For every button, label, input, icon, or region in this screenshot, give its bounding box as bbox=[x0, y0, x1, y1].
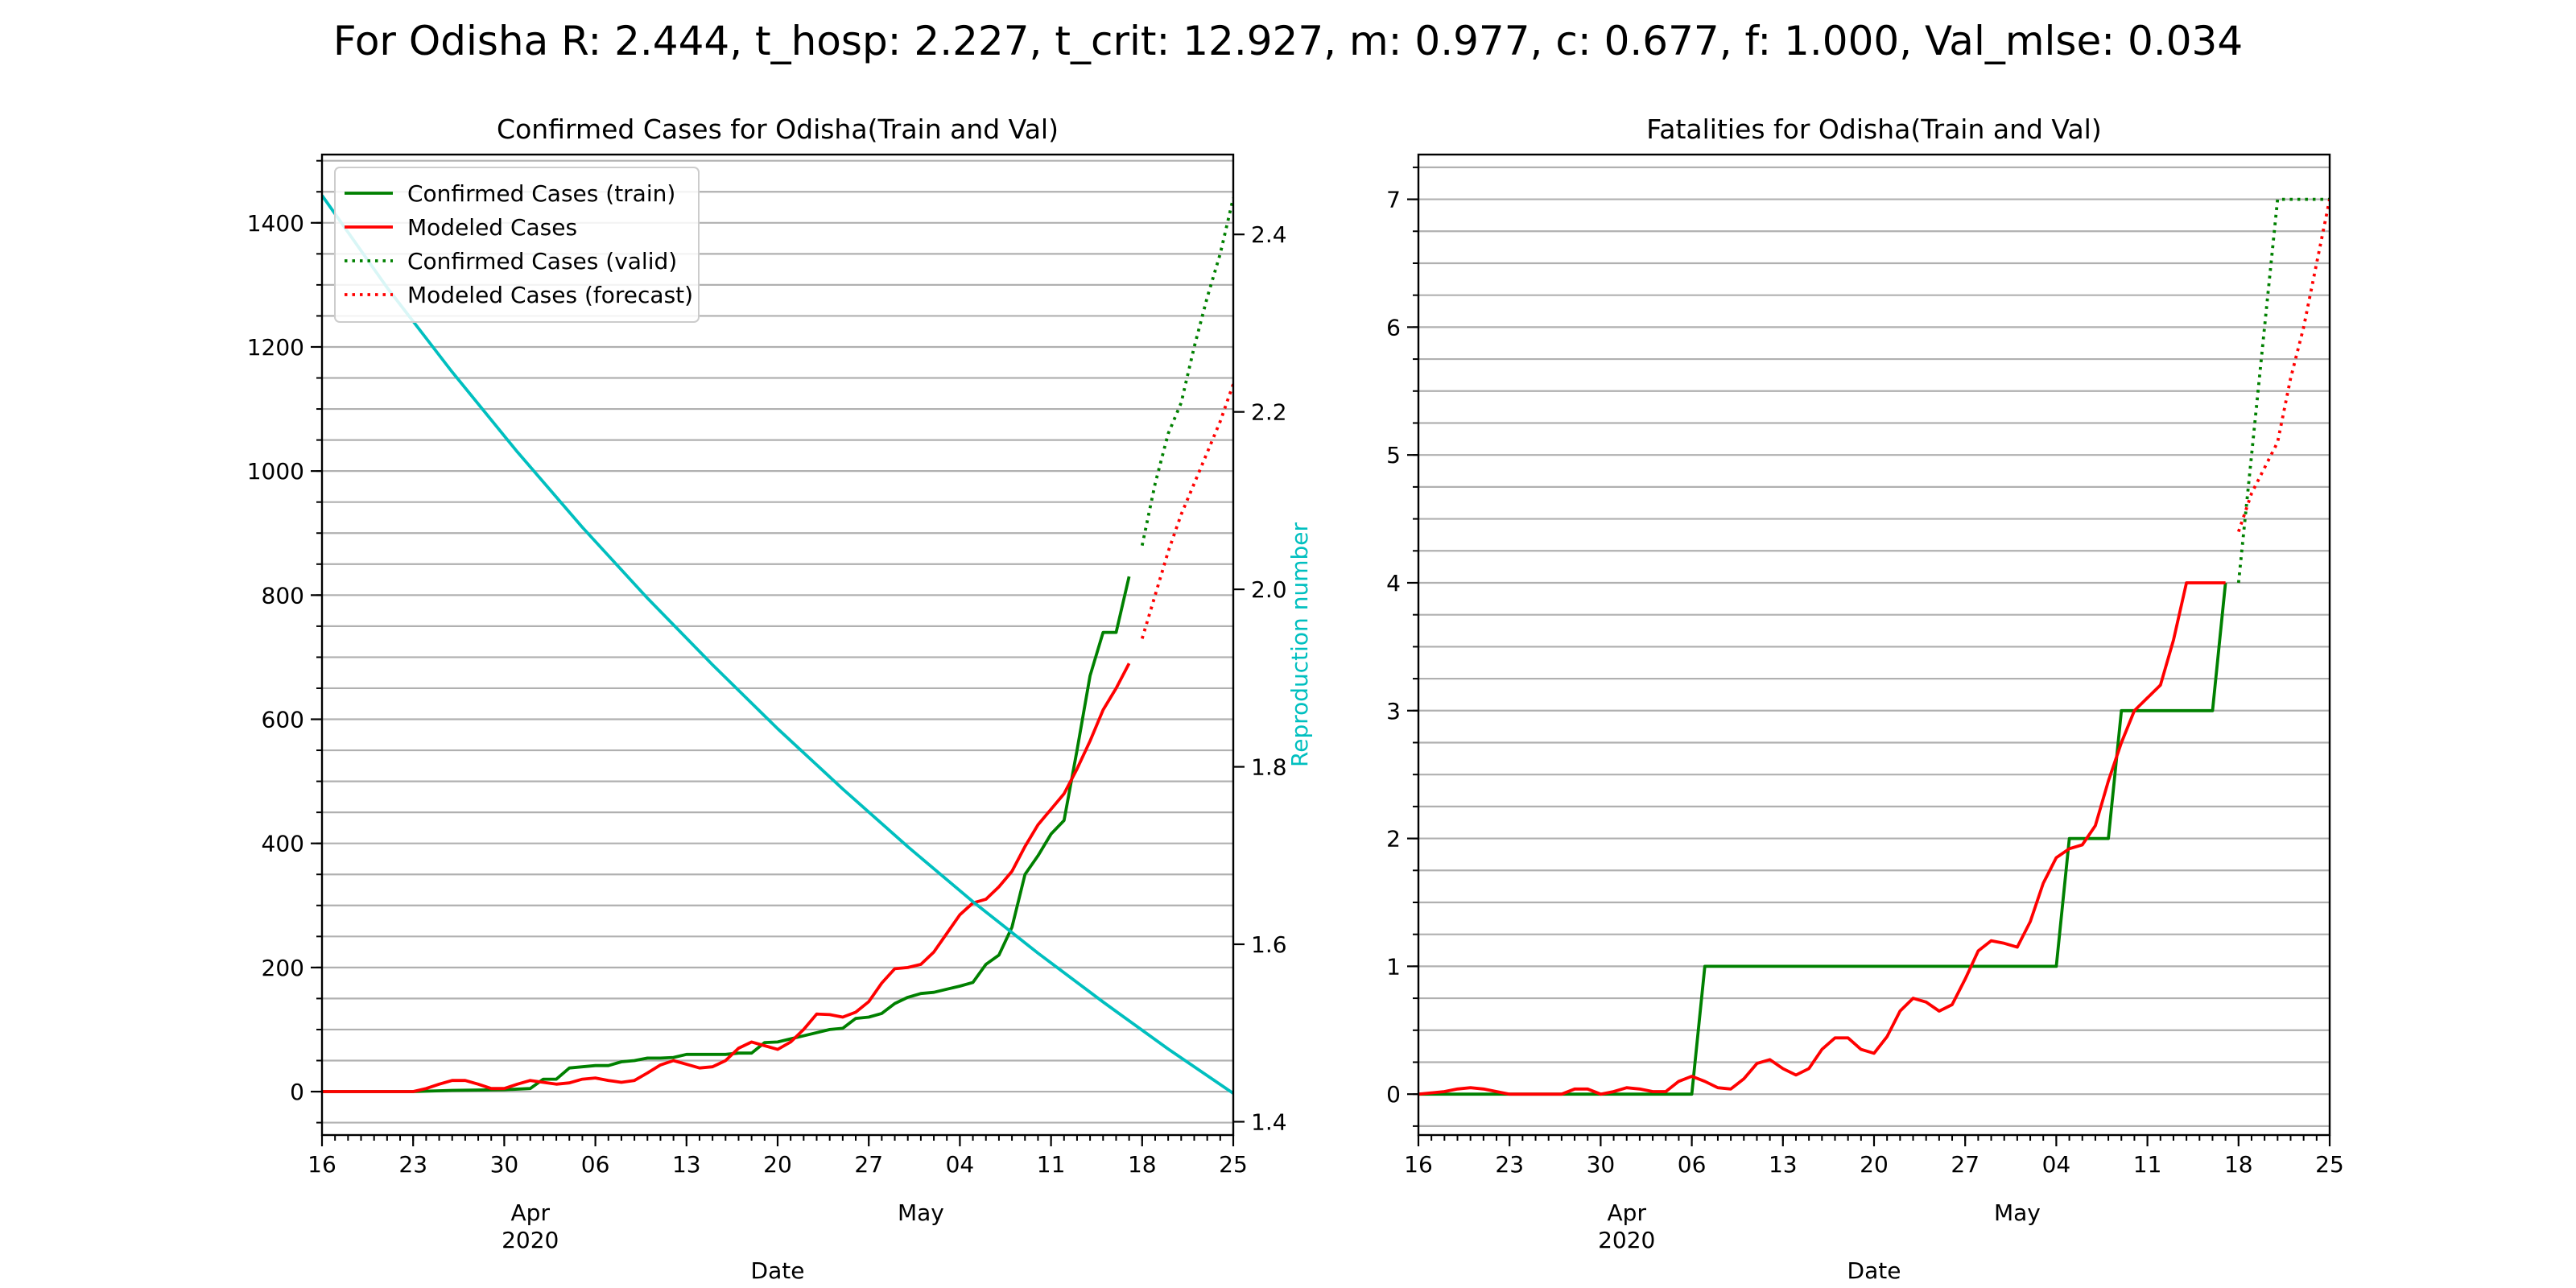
y-tick-label: 2 bbox=[1386, 826, 1401, 852]
series-line-dotted-3 bbox=[2237, 199, 2330, 533]
plot-frame bbox=[320, 153, 1235, 1137]
y-tick-label: 1200 bbox=[247, 334, 304, 361]
x-tick-label: 25 bbox=[1219, 1151, 1248, 1178]
x-tick-label: 23 bbox=[1495, 1151, 1524, 1178]
figure-suptitle: For Odisha R: 2.444, t_hosp: 2.227, t_cr… bbox=[332, 18, 2244, 64]
plot-frame bbox=[1417, 153, 2331, 1137]
x-tick-label: 23 bbox=[398, 1151, 427, 1178]
y-tick-label: 0 bbox=[290, 1079, 304, 1105]
x-tick-label: 11 bbox=[1037, 1151, 1066, 1178]
y-tick-label: 3 bbox=[1386, 698, 1401, 724]
x-axis-label: Date bbox=[1847, 1257, 1901, 1284]
legend-label: Modeled Cases (forecast) bbox=[407, 282, 693, 308]
x-tick-label: 04 bbox=[2042, 1151, 2071, 1178]
x-tick-label: 20 bbox=[763, 1151, 792, 1178]
y-tick-label: 1000 bbox=[247, 458, 304, 485]
x-tick-label: 18 bbox=[1128, 1151, 1157, 1178]
x-year-label: 2020 bbox=[502, 1227, 559, 1253]
y-tick-label: 200 bbox=[262, 955, 304, 981]
chart-title: Confirmed Cases for Odisha(Train and Val… bbox=[497, 114, 1059, 145]
y-tick-label: 1400 bbox=[247, 210, 304, 237]
x-tick-label: 30 bbox=[490, 1151, 519, 1178]
legend-label: Confirmed Cases (train) bbox=[407, 180, 675, 207]
y2-tick-label: 2.2 bbox=[1251, 399, 1287, 426]
series-line-solid-1 bbox=[322, 663, 1131, 1093]
x-tick-label: 16 bbox=[308, 1151, 336, 1178]
legend-label: Modeled Cases bbox=[407, 214, 577, 241]
x-axis-label: Date bbox=[751, 1257, 805, 1284]
x-tick-label: 25 bbox=[2315, 1151, 2344, 1178]
y2-tick-label: 1.6 bbox=[1251, 931, 1287, 958]
x-month-label: Apr bbox=[1608, 1199, 1647, 1226]
x-month-label: May bbox=[898, 1199, 944, 1226]
x-month-label: May bbox=[1994, 1199, 2041, 1226]
y-tick-label: 5 bbox=[1386, 442, 1401, 469]
x-tick-label: 11 bbox=[2133, 1151, 2162, 1178]
series-line-dotted-2 bbox=[1140, 197, 1233, 547]
chart-title: Fatalities for Odisha(Train and Val) bbox=[1646, 114, 2101, 145]
y-tick-label: 4 bbox=[1386, 570, 1401, 597]
y-tick-label: 0 bbox=[1386, 1081, 1401, 1108]
legend bbox=[334, 167, 700, 323]
x-tick-label: 30 bbox=[1587, 1151, 1616, 1178]
series-line-reproduction bbox=[322, 194, 1233, 1095]
x-month-label: Apr bbox=[511, 1199, 551, 1226]
y2-tick-label: 2.0 bbox=[1251, 576, 1287, 603]
x-tick-label: 27 bbox=[854, 1151, 883, 1178]
x-tick-label: 13 bbox=[672, 1151, 701, 1178]
series-line-dotted-3 bbox=[1140, 383, 1233, 639]
series-line-solid-0 bbox=[322, 576, 1131, 1093]
x-tick-label: 13 bbox=[1769, 1151, 1798, 1178]
series-line-solid-1 bbox=[1418, 581, 2226, 1096]
x-tick-label: 06 bbox=[1678, 1151, 1707, 1178]
x-tick-label: 18 bbox=[2224, 1151, 2253, 1178]
y-tick-label: 800 bbox=[262, 582, 304, 609]
series-line-solid-0 bbox=[1418, 582, 2227, 1096]
x-tick-label: 06 bbox=[581, 1151, 610, 1178]
x-tick-label: 20 bbox=[1860, 1151, 1889, 1178]
y-tick-label: 7 bbox=[1386, 187, 1401, 213]
y2-tick-label: 1.8 bbox=[1251, 754, 1287, 781]
y2-axis-label: Reproduction number bbox=[1286, 522, 1313, 767]
x-tick-label: 16 bbox=[1404, 1151, 1433, 1178]
y-tick-label: 600 bbox=[262, 707, 304, 733]
x-year-label: 2020 bbox=[1598, 1227, 1655, 1253]
series-line-dotted-2 bbox=[2236, 197, 2330, 584]
y2-tick-label: 1.4 bbox=[1251, 1108, 1287, 1135]
y-tick-label: 400 bbox=[262, 831, 304, 857]
y-tick-label: 6 bbox=[1386, 314, 1401, 341]
confirmed-cases-chart: 0 200 400 600 800 1000 1200 1400 1.4 1.6 1.8 2.0 2.2… bbox=[247, 114, 1313, 1284]
x-tick-label: 04 bbox=[946, 1151, 975, 1178]
x-tick-label: 27 bbox=[1951, 1151, 1979, 1178]
legend-label: Confirmed Cases (valid) bbox=[407, 248, 677, 275]
y2-tick-label: 2.4 bbox=[1251, 221, 1287, 248]
y-tick-label: 1 bbox=[1386, 953, 1401, 980]
